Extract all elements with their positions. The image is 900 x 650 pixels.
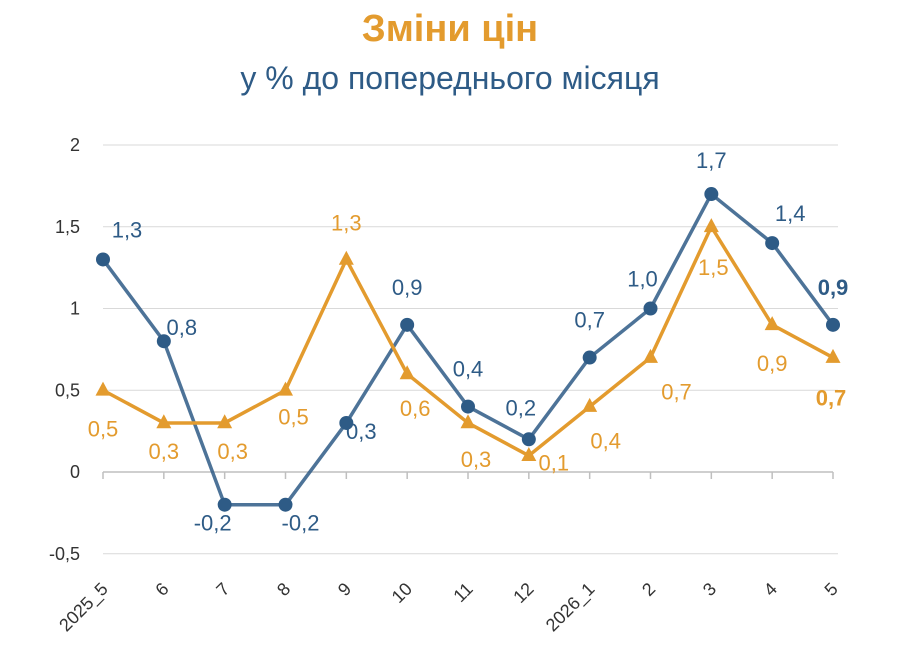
- series-1-point: [643, 301, 658, 316]
- x-tick-label: 2026_1: [542, 579, 599, 636]
- series-2-data-label: 0,6: [400, 396, 431, 421]
- series-1-point: [217, 497, 232, 512]
- y-tick-label: 1,5: [55, 217, 80, 237]
- series-1-point: [826, 317, 840, 332]
- series-1-point: [278, 497, 293, 512]
- series-2-point: [582, 397, 598, 412]
- y-tick-label: 0,5: [55, 380, 80, 400]
- series-2-data-label: 0,1: [539, 451, 570, 476]
- series-2-point: [643, 348, 658, 363]
- series-2-data-label: 0,7: [816, 386, 847, 411]
- series-layer: [95, 187, 841, 512]
- x-tick-label: 7: [212, 579, 233, 600]
- series-2-point: [156, 414, 172, 429]
- x-tick-label: 10: [388, 579, 416, 607]
- x-tick-label: 9: [334, 579, 355, 600]
- series-2-data-label: 0,3: [149, 439, 180, 464]
- series-1-data-label: 1,4: [775, 201, 806, 226]
- x-tick-label: 2: [638, 579, 659, 600]
- series-2-data-label: 0,3: [217, 439, 248, 464]
- series-2-data-label: 1,5: [698, 255, 729, 280]
- series-1-point: [400, 317, 415, 332]
- series-2-point: [460, 414, 476, 429]
- series-2-point: [825, 348, 841, 363]
- series-2-point: [217, 414, 233, 429]
- series-1-data-label: -0,2: [194, 511, 232, 536]
- y-tick-label: 1: [70, 299, 80, 319]
- series-2-data-label: 0,5: [88, 416, 119, 441]
- series-1-point: [339, 415, 354, 430]
- series-2-point: [278, 381, 293, 396]
- series-2-data-label: 1,3: [331, 210, 362, 235]
- series-2-data-label: 0,4: [590, 429, 621, 454]
- x-tick-label: 11: [449, 579, 476, 606]
- series-2-data-label: 0,3: [461, 447, 492, 472]
- x-tick-label: 2025_5: [55, 579, 112, 636]
- chart-subtitle: у % до попереднього місяця: [240, 60, 660, 96]
- x-tick-label: 12: [509, 579, 537, 607]
- series-1-data-label: -0,2: [282, 511, 320, 536]
- x-tick-label: 8: [273, 579, 294, 600]
- series-2-point: [521, 446, 537, 461]
- series-1-data-label: 1,7: [696, 148, 727, 173]
- x-tick-label: 3: [699, 579, 720, 600]
- x-tick-label: 4: [760, 579, 781, 600]
- series-1-point: [704, 187, 719, 202]
- series-2-data-label: 0,7: [661, 380, 692, 405]
- series-2-data-label: 0,5: [278, 404, 309, 429]
- series-1-data-label: 0,2: [506, 395, 537, 420]
- series-1-data-label: 0,3: [346, 419, 377, 444]
- series-2-point: [764, 316, 780, 331]
- chart-title: Зміни цін: [361, 8, 539, 50]
- series-2-point: [703, 218, 719, 233]
- series-1-point: [521, 432, 536, 447]
- series-1-point: [461, 399, 475, 414]
- series-1-point: [582, 350, 597, 365]
- series-1-point: [765, 236, 780, 251]
- series-1-data-label: 0,9: [818, 275, 849, 300]
- series-1-data-label: 1,3: [112, 217, 143, 242]
- series-2-point: [95, 381, 111, 396]
- series-1-data-label: 0,7: [574, 308, 605, 333]
- y-tick-label: 2: [70, 135, 80, 155]
- series-1-point: [156, 334, 171, 349]
- label-layer: 1,3 0,8 -0,2 -0,2 0,3 0,9 0,4 0,2 0,7 1,0 1,7 1,4 0,…: [88, 148, 849, 536]
- series-2-point: [399, 365, 415, 380]
- y-tick-label: 0: [70, 462, 80, 482]
- series-1-data-label: 1,0: [627, 267, 658, 292]
- y-tick-label: -0,5: [49, 544, 80, 564]
- series-1-data-label: 0,4: [453, 357, 484, 382]
- x-tick-label: 6: [151, 579, 172, 600]
- series-2-data-label: 0,9: [757, 351, 788, 376]
- series-2-point: [338, 250, 354, 265]
- series-1-data-label: 0,9: [392, 275, 423, 300]
- x-tick-label: 5: [821, 579, 842, 600]
- series-1-data-label: 0,8: [167, 315, 198, 340]
- axis-layer: -0,5 0 0,5 1 1,5 2 2025_5 6 7 8 9 10 11 12 2026_1 2 3 4 5: [49, 135, 842, 636]
- series-1-point: [96, 252, 110, 267]
